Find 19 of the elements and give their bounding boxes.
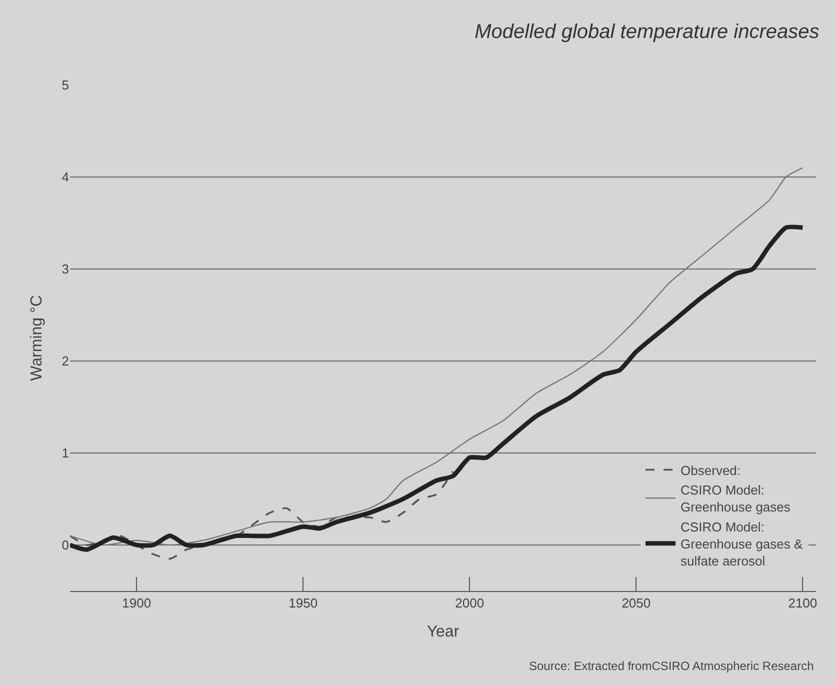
legend-label: CSIRO Model: Greenhouse gases	[680, 482, 791, 515]
line-series	[70, 224, 805, 552]
x-tick-label: 2000	[455, 596, 484, 611]
x-axis-title: Year	[426, 623, 460, 640]
x-tick-label: 1950	[288, 596, 318, 611]
source-note: Source: Extracted fromCSIRO Atmospheric Research	[529, 659, 814, 673]
y-tick-label: 4	[62, 170, 69, 185]
x-tick-label: 2050	[622, 596, 651, 611]
y-tick-label: 0	[62, 538, 69, 553]
legend-label: Observed:	[680, 462, 741, 478]
y-tick-label: 5	[62, 78, 69, 93]
y-tick-label: 1	[62, 446, 69, 461]
chart-title: Modelled global temperature increases	[474, 21, 820, 44]
x-tick-label: 1900	[122, 596, 152, 611]
y-tick-label: 2	[62, 354, 69, 369]
y-tick-label: 3	[62, 262, 69, 277]
y-axis-title: Warming °C	[28, 295, 46, 381]
legend-label: CSIRO Model: Greenhouse gases & sulfate aerosol	[680, 520, 804, 568]
x-tick-label: 2100	[788, 596, 818, 611]
